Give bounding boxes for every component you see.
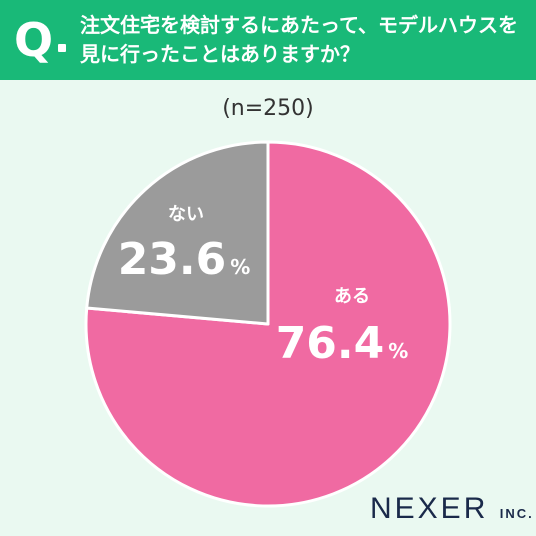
- nexer-logo: NEXER INC.: [370, 492, 534, 531]
- sample-size-label: (n=250): [222, 96, 314, 121]
- slice-value-yes: 76.4%: [276, 318, 409, 369]
- slice-value-no: 23.6%: [118, 234, 251, 285]
- slice-label-no: ない: [168, 204, 204, 225]
- q-mark: Q: [14, 13, 53, 67]
- slice-label-yes: ある: [334, 286, 370, 307]
- question-text: 注文住宅を検討するにあたって、モデルハウスを 見に行ったことはありますか？: [80, 13, 518, 66]
- logo-main: NEXER: [370, 492, 489, 525]
- question-header: Q 注文住宅を検討するにあたって、モデルハウスを 見に行ったことはありますか？: [0, 0, 536, 80]
- pie-slice-no: [85, 140, 270, 326]
- logo-suffix: INC.: [499, 506, 534, 521]
- q-dot: [58, 44, 66, 52]
